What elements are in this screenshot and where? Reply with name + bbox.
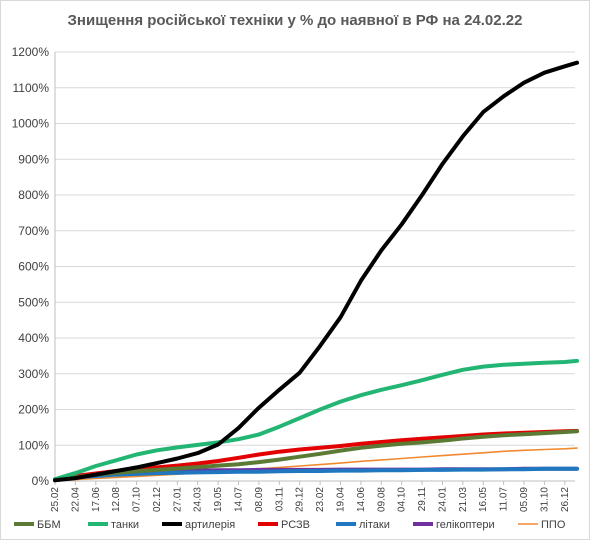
y-tick-label: 700% — [18, 224, 49, 238]
x-tick-label: 14.06 — [356, 487, 367, 512]
y-tick-label: 100% — [18, 438, 49, 452]
legend: ББМ танки артилерія РСЗВ літаки гелікоптери ПП… — [14, 519, 566, 531]
series-line — [53, 429, 579, 482]
legend-entry: ББМ — [37, 519, 61, 531]
y-axis: 0% 100% 200% 300% 400% 500% 600% 700% 800% 900% 10… — [12, 45, 56, 488]
y-tick-label: 400% — [18, 331, 49, 345]
x-tick-label: 27.01 — [172, 487, 183, 512]
series-line — [53, 60, 579, 483]
x-tick-label: 12.08 — [111, 487, 122, 512]
x-tick-label: 17.06 — [91, 487, 102, 512]
legend-entry: літаки — [359, 519, 390, 531]
x-tick-label: 03.11 — [274, 487, 285, 512]
x-tick-label: 29.12 — [295, 487, 306, 512]
y-tick-label: 300% — [18, 367, 49, 381]
legend-entry: артилерія — [185, 519, 235, 531]
x-tick-label: 29.11 — [417, 487, 428, 512]
y-tick-label: 800% — [18, 188, 49, 202]
y-tick-label: 1000% — [12, 117, 50, 131]
x-tick-label: 24.01 — [437, 487, 448, 512]
x-tick-label: 09.08 — [376, 487, 387, 512]
series-line — [53, 466, 579, 483]
x-tick-label: 25.02 — [50, 487, 61, 512]
x-tick-label: 21.03 — [458, 487, 469, 512]
x-axis: 25.02 22.04 17.06 12.08 07.10 02.12 27.01 24.03… — [50, 481, 571, 512]
x-tick-label: 02.12 — [152, 487, 163, 512]
x-tick-label: 07.10 — [132, 487, 143, 512]
y-tick-label: 0% — [32, 474, 50, 488]
x-tick-label: 04.10 — [397, 487, 408, 512]
legend-entry: ППО — [541, 519, 566, 531]
legend-entry: РСЗВ — [281, 519, 310, 531]
x-tick-label: 31.10 — [539, 487, 550, 512]
x-tick-label: 26.12 — [560, 487, 571, 512]
x-tick-label: 05.09 — [519, 487, 530, 512]
x-tick-label: 16.05 — [478, 487, 489, 512]
series-line — [53, 358, 579, 482]
y-tick-label: 900% — [18, 152, 49, 166]
y-tick-label: 500% — [18, 295, 49, 309]
gridlines — [55, 51, 575, 482]
chart-title: Знищення російської техніки у % до наявн… — [67, 12, 523, 29]
y-tick-label: 1200% — [12, 45, 50, 59]
legend-entry: танки — [111, 519, 139, 531]
x-tick-label: 11.07 — [499, 487, 510, 512]
x-tick-label: 14.07 — [234, 487, 245, 512]
y-tick-label: 600% — [18, 260, 49, 274]
x-tick-label: 19.04 — [335, 487, 346, 512]
x-tick-label: 24.03 — [193, 487, 204, 512]
y-tick-label: 200% — [18, 403, 49, 417]
x-tick-label: 22.04 — [70, 487, 81, 512]
x-tick-label: 23.02 — [315, 487, 326, 512]
x-tick-label: 19.05 — [213, 487, 224, 512]
x-tick-label: 08.09 — [254, 487, 265, 512]
series-line — [54, 447, 578, 482]
series-lines — [53, 60, 579, 483]
y-tick-label: 1100% — [13, 81, 50, 95]
legend-entry: гелікоптери — [436, 519, 495, 531]
